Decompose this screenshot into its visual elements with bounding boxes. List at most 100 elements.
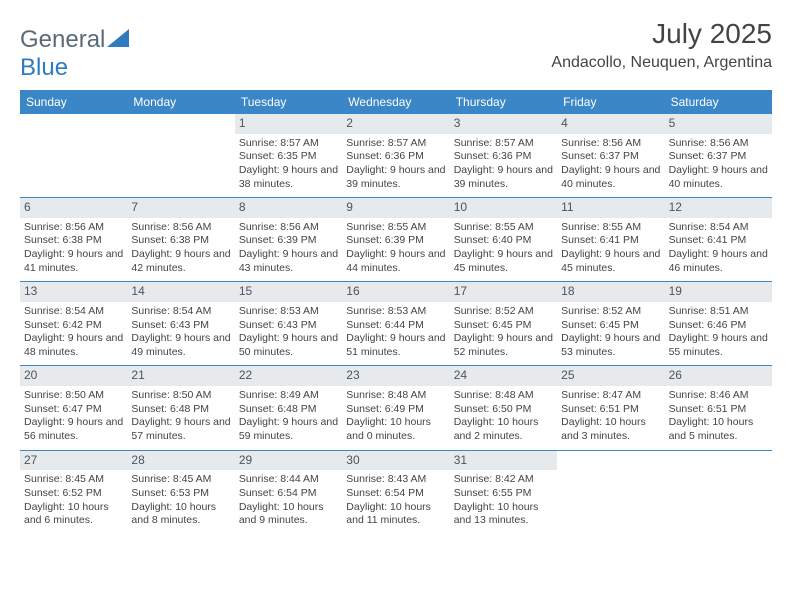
daylight-line: Daylight: 9 hours and 45 minutes. — [454, 248, 553, 275]
day-number: 4 — [557, 114, 664, 134]
sunset-line: Sunset: 6:52 PM — [24, 487, 123, 501]
day-cell: 6Sunrise: 8:56 AMSunset: 6:38 PMDaylight… — [20, 197, 127, 281]
day-number: 8 — [235, 198, 342, 218]
brand-text: GeneralBlue — [20, 26, 129, 82]
day-cell: 24Sunrise: 8:48 AMSunset: 6:50 PMDayligh… — [450, 365, 557, 449]
sunrise-line: Sunrise: 8:55 AM — [346, 221, 445, 235]
day-cell: 23Sunrise: 8:48 AMSunset: 6:49 PMDayligh… — [342, 365, 449, 449]
day-cell: 11Sunrise: 8:55 AMSunset: 6:41 PMDayligh… — [557, 197, 664, 281]
daylight-line: Daylight: 10 hours and 9 minutes. — [239, 501, 338, 528]
sunrise-line: Sunrise: 8:53 AM — [346, 305, 445, 319]
day-cell: 25Sunrise: 8:47 AMSunset: 6:51 PMDayligh… — [557, 365, 664, 449]
daylight-line: Daylight: 9 hours and 48 minutes. — [24, 332, 123, 359]
daylight-line: Daylight: 10 hours and 11 minutes. — [346, 501, 445, 528]
day-cell: 19 Sunrise: 8:51 AMSunset: 6:46 PMDayligh… — [665, 281, 772, 365]
sunset-line: Sunset: 6:37 PM — [561, 150, 660, 164]
day-cell: 31Sunrise: 8:42 AMSunset: 6:55 PMDayligh… — [450, 450, 557, 534]
brand-part2: Blue — [20, 54, 68, 81]
sunrise-line: Sunrise: 8:57 AM — [239, 137, 338, 151]
day-cell: 2Sunrise: 8:57 AMSunset: 6:36 PMDaylight… — [342, 113, 449, 197]
sunrise-line: Sunrise: 8:44 AM — [239, 473, 338, 487]
day-number: 11 — [557, 198, 664, 218]
sunrise-line: Sunrise: 8:51 AM — [669, 305, 768, 319]
daylight-line: Daylight: 9 hours and 55 minutes. — [669, 332, 768, 359]
day-cell: 12Sunrise: 8:54 AMSunset: 6:41 PMDayligh… — [665, 197, 772, 281]
sunrise-line: Sunrise: 8:56 AM — [131, 221, 230, 235]
sunset-line: Sunset: 6:36 PM — [346, 150, 445, 164]
sunrise-line: Sunrise: 8:50 AM — [131, 389, 230, 403]
day-cell: 13Sunrise: 8:54 AMSunset: 6:42 PMDayligh… — [20, 281, 127, 365]
title-block: July 2025 Andacollo, Neuquen, Argentina — [551, 18, 772, 72]
sunset-line: Sunset: 6:46 PM — [669, 319, 768, 333]
day-number: 29 — [235, 451, 342, 471]
sunrise-line: Sunrise: 8:49 AM — [239, 389, 338, 403]
day-cell: 27Sunrise: 8:45 AMSunset: 6:52 PMDayligh… — [20, 450, 127, 534]
sunrise-line: Sunrise: 8:45 AM — [131, 473, 230, 487]
day-number: 16 — [342, 282, 449, 302]
day-number: 15 — [235, 282, 342, 302]
brand-part1: General — [20, 26, 105, 53]
daylight-line: Daylight: 9 hours and 40 minutes. — [669, 164, 768, 191]
day-number: 12 — [665, 198, 772, 218]
day-number: 19 — [665, 282, 772, 302]
day-number: 9 — [342, 198, 449, 218]
day-number: 6 — [20, 198, 127, 218]
sunset-line: Sunset: 6:44 PM — [346, 319, 445, 333]
day-number: 24 — [450, 366, 557, 386]
daylight-line: Daylight: 9 hours and 44 minutes. — [346, 248, 445, 275]
sunrise-line: Sunrise: 8:54 AM — [669, 221, 768, 235]
sunrise-line: Sunrise: 8:43 AM — [346, 473, 445, 487]
sunrise-line: Sunrise: 8:47 AM — [561, 389, 660, 403]
day-cell: 1Sunrise: 8:57 AMSunset: 6:35 PMDaylight… — [235, 113, 342, 197]
location: Andacollo, Neuquen, Argentina — [551, 54, 772, 72]
sunset-line: Sunset: 6:39 PM — [346, 234, 445, 248]
day-number: 28 — [127, 451, 234, 471]
header: GeneralBlue July 2025 Andacollo, Neuquen… — [20, 18, 772, 82]
daylight-line: Daylight: 9 hours and 42 minutes. — [131, 248, 230, 275]
sunrise-line: Sunrise: 8:54 AM — [131, 305, 230, 319]
sunrise-line: Sunrise: 8:57 AM — [346, 137, 445, 151]
sunrise-line: Sunrise: 8:50 AM — [24, 389, 123, 403]
sunset-line: Sunset: 6:41 PM — [561, 234, 660, 248]
day-cell: 4 Sunrise: 8:56 AMSunset: 6:37 PMDaylight… — [557, 113, 664, 197]
daylight-line: Daylight: 9 hours and 50 minutes. — [239, 332, 338, 359]
sunset-line: Sunset: 6:55 PM — [454, 487, 553, 501]
sunrise-line: Sunrise: 8:48 AM — [346, 389, 445, 403]
sunset-line: Sunset: 6:54 PM — [346, 487, 445, 501]
day-number: 14 — [127, 282, 234, 302]
empty-cell — [557, 450, 664, 534]
day-cell: 9 Sunrise: 8:55 AMSunset: 6:39 PMDaylight… — [342, 197, 449, 281]
sunrise-line: Sunrise: 8:56 AM — [561, 137, 660, 151]
weekday-header: Sunday — [20, 90, 127, 113]
sunset-line: Sunset: 6:42 PM — [24, 319, 123, 333]
empty-cell — [665, 450, 772, 534]
sunset-line: Sunset: 6:35 PM — [239, 150, 338, 164]
sunset-line: Sunset: 6:37 PM — [669, 150, 768, 164]
day-cell: 15Sunrise: 8:53 AMSunset: 6:43 PMDayligh… — [235, 281, 342, 365]
day-cell: 29Sunrise: 8:44 AMSunset: 6:54 PMDayligh… — [235, 450, 342, 534]
daylight-line: Daylight: 10 hours and 5 minutes. — [669, 416, 768, 443]
sunrise-line: Sunrise: 8:46 AM — [669, 389, 768, 403]
weekday-header: Saturday — [665, 90, 772, 113]
sunrise-line: Sunrise: 8:54 AM — [24, 305, 123, 319]
day-number: 10 — [450, 198, 557, 218]
day-cell: 28Sunrise: 8:45 AMSunset: 6:53 PMDayligh… — [127, 450, 234, 534]
day-number: 21 — [127, 366, 234, 386]
daylight-line: Daylight: 9 hours and 41 minutes. — [24, 248, 123, 275]
day-cell: 17Sunrise: 8:52 AMSunset: 6:45 PMDayligh… — [450, 281, 557, 365]
day-number: 22 — [235, 366, 342, 386]
daylight-line: Daylight: 9 hours and 57 minutes. — [131, 416, 230, 443]
daylight-line: Daylight: 10 hours and 3 minutes. — [561, 416, 660, 443]
day-cell: 16Sunrise: 8:53 AMSunset: 6:44 PMDayligh… — [342, 281, 449, 365]
daylight-line: Daylight: 10 hours and 8 minutes. — [131, 501, 230, 528]
sunset-line: Sunset: 6:50 PM — [454, 403, 553, 417]
day-cell: 26Sunrise: 8:46 AMSunset: 6:51 PMDayligh… — [665, 365, 772, 449]
daylight-line: Daylight: 9 hours and 39 minutes. — [454, 164, 553, 191]
daylight-line: Daylight: 9 hours and 53 minutes. — [561, 332, 660, 359]
month-title: July 2025 — [551, 18, 772, 50]
sunrise-line: Sunrise: 8:55 AM — [561, 221, 660, 235]
daylight-line: Daylight: 9 hours and 52 minutes. — [454, 332, 553, 359]
daylight-line: Daylight: 9 hours and 40 minutes. — [561, 164, 660, 191]
daylight-line: Daylight: 9 hours and 59 minutes. — [239, 416, 338, 443]
sunset-line: Sunset: 6:43 PM — [131, 319, 230, 333]
